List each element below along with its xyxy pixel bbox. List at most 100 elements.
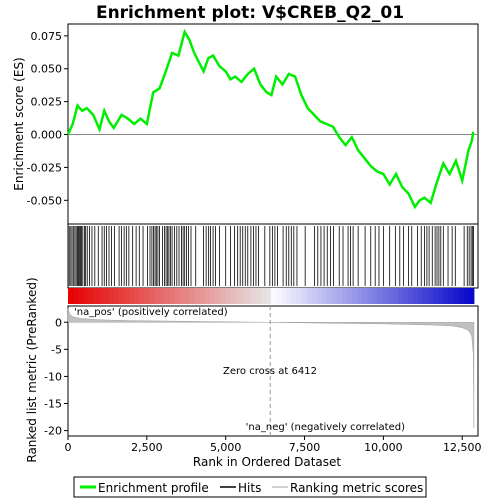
color-bar-slice xyxy=(215,288,221,304)
color-bar-slice xyxy=(260,288,267,304)
color-bar-slice xyxy=(184,288,191,304)
x-axis-label: Rank in Ordered Dataset xyxy=(193,455,341,469)
color-bar-slice xyxy=(357,288,363,304)
color-bar-slice xyxy=(98,288,105,304)
es-y-tick-label: 0.075 xyxy=(31,30,63,43)
color-bar-slice xyxy=(270,288,277,304)
color-bar-slice xyxy=(387,288,394,304)
color-bar-slice xyxy=(397,288,404,304)
color-bar-slice xyxy=(413,288,419,304)
color-bar-slice xyxy=(154,288,160,304)
color-bar-slice xyxy=(347,288,353,304)
color-bar-slice xyxy=(255,288,262,304)
color-bar-slice xyxy=(372,288,378,304)
x-tick-label: 12,500 xyxy=(443,441,482,454)
es-y-tick-label: -0.025 xyxy=(27,161,62,174)
color-bar-slice xyxy=(240,288,247,304)
color-bar-slice xyxy=(362,288,368,304)
x-tick-label: 0 xyxy=(65,441,72,454)
color-bar-slice xyxy=(113,288,120,304)
color-bar-slice xyxy=(189,288,196,304)
color-bar-slice xyxy=(377,288,384,304)
color-bar-slice xyxy=(352,288,358,304)
rank-y-tick-label: 0 xyxy=(55,316,62,329)
color-bar-slice xyxy=(448,288,455,304)
color-bar-slice xyxy=(169,288,176,304)
color-bar-slice xyxy=(453,288,460,304)
es-y-tick-label: 0.000 xyxy=(31,129,63,142)
color-bar-slice xyxy=(468,288,475,304)
color-bar-slice xyxy=(367,288,373,304)
color-bar-slice xyxy=(199,288,206,304)
es-y-tick-label: -0.050 xyxy=(27,194,62,207)
color-bar-slice xyxy=(423,288,429,304)
color-bar-slice xyxy=(108,288,115,304)
color-bar-slice xyxy=(133,288,140,304)
neg-correlated-label: 'na_neg' (negatively correlated) xyxy=(246,422,405,433)
color-bar-slice xyxy=(103,288,110,304)
color-bar-slice xyxy=(250,288,257,304)
es-panel-frame xyxy=(67,23,479,225)
rank-y-tick-label: -20 xyxy=(44,425,62,438)
pos-correlated-label: 'na_pos' (positively correlated) xyxy=(74,307,228,318)
color-bar-slice xyxy=(291,288,297,304)
color-bar-slice xyxy=(235,288,242,304)
x-tick-label: 2,500 xyxy=(131,441,163,454)
color-bar-slice xyxy=(225,288,231,304)
color-bar-slice xyxy=(463,288,470,304)
color-bar-slice xyxy=(210,288,216,304)
color-bar-slice xyxy=(281,288,287,304)
color-bar-slice xyxy=(296,288,302,304)
color-bar-slice xyxy=(276,288,282,304)
color-bar-slice xyxy=(301,288,307,304)
color-bar-slice xyxy=(68,288,74,304)
color-bar-slice xyxy=(392,288,399,304)
color-bar-slice xyxy=(164,288,170,304)
color-bar-slice xyxy=(88,288,94,304)
color-bar-slice xyxy=(418,288,424,304)
color-bar-slice xyxy=(230,288,236,304)
color-bar-slice xyxy=(382,288,389,304)
color-bar-slice xyxy=(78,288,84,304)
color-bar-slice xyxy=(458,288,465,304)
color-bar-slice xyxy=(438,288,444,304)
color-bar-slice xyxy=(321,288,328,304)
es-y-tick-label: 0.025 xyxy=(31,96,63,109)
legend-label-hits: Hits xyxy=(238,481,261,495)
rank-y-axis-label: Ranked list metric (PreRanked) xyxy=(25,277,39,462)
legend-box xyxy=(73,476,427,498)
color-bar-slice xyxy=(245,288,252,304)
color-bar-slice xyxy=(331,288,338,304)
legend-label-ranking: Ranking metric scores xyxy=(290,481,423,495)
color-bar-slice xyxy=(118,288,125,304)
es-panel: 0.075 0.050 0.025 0.000 -0.025 -0.050 Enrichm… xyxy=(12,23,479,225)
color-bar-slice xyxy=(128,288,135,304)
color-bar-slice xyxy=(144,288,150,304)
rank-y-tick-label: -15 xyxy=(44,398,62,411)
rank-y-tick-label: -10 xyxy=(44,370,62,383)
color-bar-slice xyxy=(265,288,272,304)
color-bar-slice xyxy=(443,288,450,304)
hit-lines xyxy=(68,226,474,286)
color-bar-slice xyxy=(306,288,313,304)
x-tick-label: 5,000 xyxy=(210,441,242,454)
enrichment-profile-line xyxy=(66,28,475,210)
rank-y-ticks: 0 -5 -10 -15 -20 xyxy=(44,316,68,438)
x-tick-label: 10,000 xyxy=(364,441,403,454)
color-bar-slice xyxy=(428,288,434,304)
color-bar-slice xyxy=(326,288,333,304)
ranking-metric-area xyxy=(67,308,475,428)
hits-panel-frame xyxy=(67,223,479,289)
color-bar-slice xyxy=(194,288,201,304)
color-bar-slice xyxy=(433,288,439,304)
hits-panel xyxy=(67,223,479,289)
x-tick-label: 7,500 xyxy=(289,441,321,454)
color-bar-slice xyxy=(341,288,348,304)
color-bar-slice xyxy=(93,288,99,304)
es-y-tick-label: 0.050 xyxy=(31,63,63,76)
rank-color-bar xyxy=(68,288,475,304)
x-axis-ticks: 0 2,500 5,000 7,500 10,000 12,500 xyxy=(65,436,482,454)
color-bar-slice xyxy=(139,288,145,304)
color-bar-slice xyxy=(286,288,292,304)
